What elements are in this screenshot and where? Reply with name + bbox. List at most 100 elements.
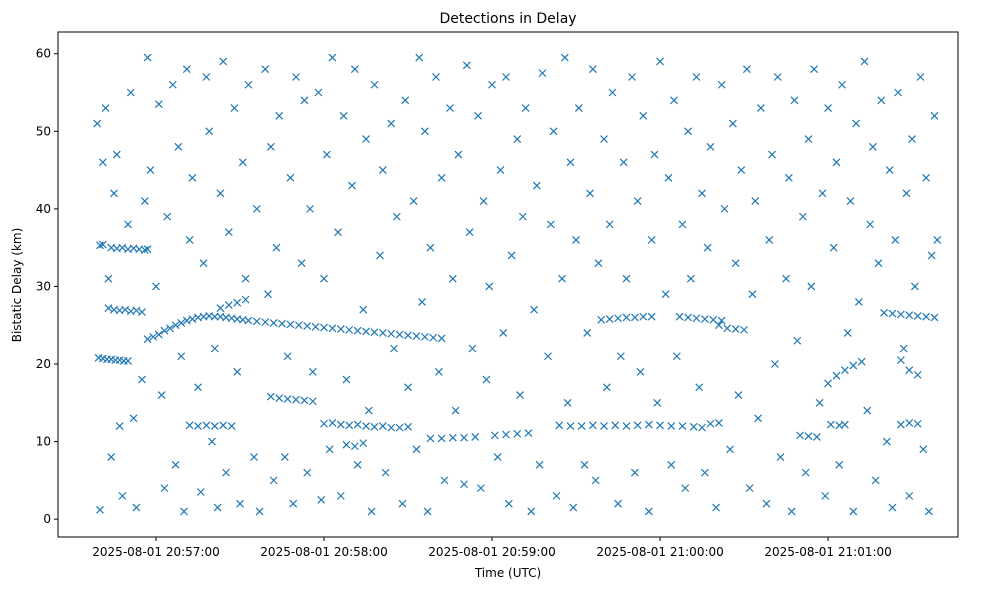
data-point — [471, 433, 480, 441]
data-point — [549, 127, 558, 136]
data-point — [269, 318, 278, 327]
data-point — [387, 119, 396, 128]
data-point — [196, 488, 205, 496]
data-point — [339, 111, 348, 120]
data-point — [222, 468, 230, 477]
data-point — [115, 422, 124, 430]
data-point — [527, 507, 536, 516]
data-point — [152, 282, 160, 291]
data-point — [154, 330, 163, 339]
data-point — [367, 507, 376, 516]
data-point — [266, 392, 275, 401]
data-point — [908, 135, 917, 143]
data-point — [824, 104, 832, 112]
data-point — [560, 53, 569, 62]
data-point — [488, 80, 496, 89]
data-point — [370, 80, 379, 89]
data-point — [650, 150, 659, 159]
data-point — [653, 398, 662, 407]
data-point — [776, 453, 785, 462]
data-point — [392, 212, 401, 221]
data-point — [493, 453, 502, 462]
data-point — [359, 305, 368, 314]
data-point — [149, 332, 158, 341]
data-point — [362, 327, 370, 336]
data-point — [202, 73, 211, 81]
data-point — [580, 460, 589, 469]
data-point — [171, 321, 180, 330]
data-point — [420, 127, 429, 136]
data-point — [289, 499, 298, 508]
data-point — [440, 476, 449, 485]
data-point — [656, 421, 664, 430]
data-point — [429, 333, 438, 342]
data-point — [314, 88, 323, 97]
data-point — [303, 322, 312, 330]
data-point — [905, 419, 914, 427]
data-point — [552, 491, 561, 500]
data-point — [280, 453, 289, 462]
data-point — [717, 80, 726, 89]
data-point — [140, 246, 149, 254]
data-point — [630, 468, 639, 477]
data-point — [630, 313, 639, 322]
data-point — [154, 100, 163, 109]
data-point — [871, 476, 880, 485]
data-point — [737, 166, 746, 175]
data-point — [334, 228, 342, 237]
data-point — [98, 240, 107, 249]
data-point — [731, 259, 740, 268]
data-point — [110, 189, 118, 198]
data-point — [194, 422, 202, 430]
data-point — [236, 499, 244, 508]
data-point — [558, 274, 566, 283]
data-point — [600, 422, 608, 430]
data-point — [460, 480, 468, 489]
data-point — [160, 484, 169, 493]
data-point — [244, 316, 253, 325]
data-point — [160, 326, 169, 335]
plot-frame — [57, 31, 959, 538]
data-point — [255, 507, 264, 516]
data-point — [857, 357, 866, 366]
data-point — [129, 414, 138, 423]
data-point — [877, 96, 886, 105]
data-point — [499, 329, 508, 337]
data-point — [359, 439, 368, 448]
data-point — [843, 329, 852, 337]
data-point — [930, 313, 939, 322]
data-point — [342, 440, 351, 449]
data-point — [874, 259, 883, 268]
data-point — [415, 53, 424, 62]
data-point — [320, 274, 328, 283]
data-point — [756, 104, 765, 112]
data-point — [684, 313, 692, 322]
data-point — [420, 332, 429, 341]
data-point — [695, 383, 704, 392]
data-point — [712, 503, 720, 512]
data-point — [104, 274, 113, 283]
data-point — [96, 505, 104, 514]
data-point — [353, 460, 362, 469]
data-point — [924, 507, 933, 516]
data-point — [177, 352, 186, 361]
data-point — [362, 422, 370, 430]
data-point — [437, 334, 446, 343]
data-point — [426, 434, 435, 443]
data-point — [404, 422, 412, 431]
data-point — [171, 460, 180, 469]
data-point — [824, 379, 832, 388]
data-point — [840, 366, 849, 375]
data-point — [163, 212, 172, 221]
data-point — [278, 319, 286, 328]
data-point — [787, 507, 796, 516]
data-point — [692, 314, 701, 323]
data-point — [885, 166, 894, 175]
data-point — [398, 499, 407, 508]
data-point — [684, 127, 692, 136]
data-point — [364, 406, 373, 415]
data-point — [849, 507, 858, 516]
data-point — [210, 344, 219, 353]
data-point — [544, 352, 552, 361]
data-point — [714, 321, 723, 330]
